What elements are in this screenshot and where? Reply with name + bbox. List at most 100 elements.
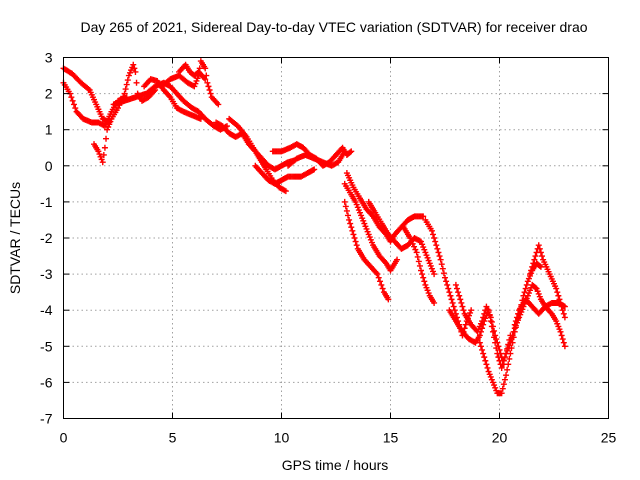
data-point-marker [423,252,430,259]
data-point-marker [121,90,128,97]
data-point-marker [442,274,448,281]
y-axis-label: SDTVAR / TECUs [7,182,23,294]
data-point-marker [378,281,385,288]
data-point-marker [202,65,209,72]
data-point-marker [193,77,200,84]
x-tick-label: 20 [492,430,508,446]
data-point-marker [437,256,444,263]
data-point-marker [554,320,561,327]
data-point-marker [438,261,445,268]
data-point-marker [483,361,490,368]
data-point-marker [536,293,543,300]
data-point-marker [100,151,107,158]
data-point-marker [385,296,392,303]
data-point-marker [525,290,532,297]
chart-title: Day 265 of 2021, Sidereal Day-to-day VTE… [80,19,587,35]
data-point-marker [557,299,564,306]
data-point-marker [194,75,201,82]
data-point-marker [484,364,491,371]
data-point-marker [458,299,465,306]
data-point-marker [498,364,505,371]
data-point-marker [560,339,567,346]
grid-lines [63,57,609,419]
x-tick-label: 5 [169,430,177,446]
data-point-marker [353,242,360,249]
data-point-marker [503,372,510,379]
data-point-marker [394,256,401,263]
data-point-marker [436,253,443,260]
data-point-marker [535,290,542,297]
data-point-marker [377,278,384,285]
data-point-marker [557,328,564,335]
data-point-marker [427,262,434,269]
data-point-marker [355,207,362,214]
data-point-marker [123,81,130,88]
data-point-marker [524,278,531,285]
data-point-marker [133,79,140,86]
data-point-marker [477,343,484,350]
data-point-marker [487,373,494,380]
y-tick-label: -1 [40,194,53,210]
data-point-marker [499,385,506,392]
data-point-marker [430,268,437,275]
data-point-marker [418,238,425,245]
data-point-marker [353,201,360,208]
data-point-marker [425,290,432,297]
data-point-marker [527,271,534,278]
axis-ticks [63,57,609,419]
data-point-marker [366,234,373,241]
data-point-marker [555,323,562,330]
data-point-marker [196,65,203,72]
data-point-marker [416,262,423,269]
data-point-marker [192,80,199,87]
data-point-marker [561,314,568,321]
data-point-marker [505,345,512,352]
data-point-marker [204,79,211,86]
data-point-marker [495,343,502,350]
data-point-marker [556,326,563,333]
data-point-marker [431,299,438,306]
data-point-marker [70,101,77,108]
data-point-marker [492,384,499,391]
data-point-marker [476,323,483,330]
data-point-marker [497,350,504,357]
data-point-marker [445,285,452,292]
data-point-marker [346,216,353,223]
data-point-marker [468,307,475,314]
data-point-marker [130,61,137,68]
data-point-marker [106,121,113,128]
data-point-marker [501,376,508,383]
data-point-marker [488,318,495,325]
data-point-marker [455,289,462,296]
data-point-marker [499,357,506,364]
data-point-marker [420,244,427,251]
data-point-marker [343,207,350,214]
data-point-marker [428,227,435,234]
data-point-marker [453,285,460,292]
data-point-marker [482,357,489,364]
data-points [60,58,568,397]
data-point-marker [491,382,498,389]
data-point-marker [511,321,518,328]
data-point-marker [507,339,514,346]
data-point-marker [97,153,104,160]
y-tick-labels: -7 -6 -5 -4 -3 -2 -1 0 1 2 3 [40,50,53,427]
data-point-marker [207,90,214,97]
data-point-marker [426,260,433,267]
data-point-marker [479,318,486,325]
data-point-marker [531,256,538,263]
data-point-marker [475,326,482,333]
data-point-marker [534,288,541,295]
data-point-marker [532,253,539,260]
y-tick-label: -2 [40,230,53,246]
data-point-marker [485,309,492,316]
data-point-marker [457,296,464,303]
data-point-marker [487,314,494,321]
data-point-marker [558,303,565,310]
x-tick-label: 15 [383,430,399,446]
data-point-marker [128,67,135,74]
data-point-marker [476,332,483,339]
data-point-marker [365,231,372,238]
data-point-marker [421,278,428,285]
